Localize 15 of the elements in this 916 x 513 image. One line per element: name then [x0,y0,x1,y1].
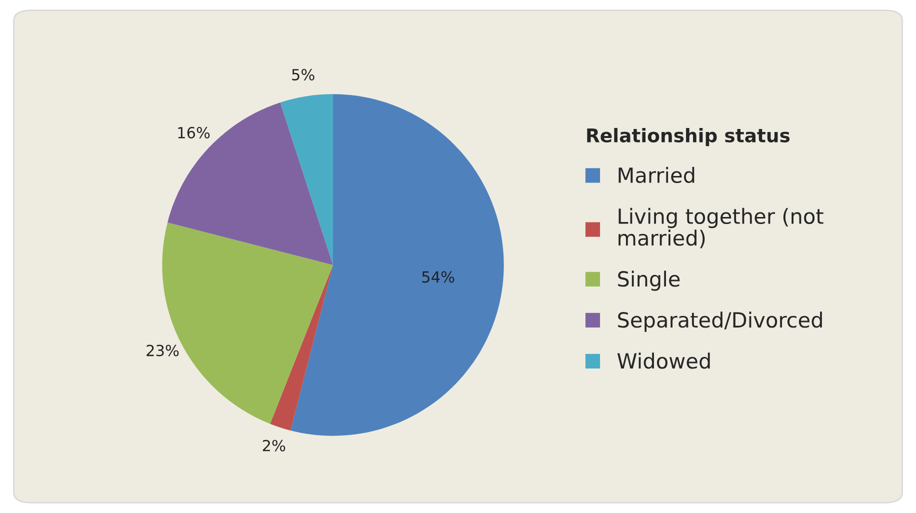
data-label: 5% [292,68,314,80]
legend-title: Relationship status [587,128,790,146]
pie-slice [290,94,504,436]
legend-label: Single [618,270,680,291]
legend-label: Widowed [617,352,710,369]
pie-slice [280,94,333,265]
legend-label: Living together (not married) [618,208,824,248]
data-label: 23% [146,344,179,356]
pie-slice [168,102,333,265]
data-label: 16% [178,126,210,138]
legend-label: Separated/Divorced [618,312,822,332]
legend-label: Married [618,166,694,184]
data-label: 2% [262,440,286,452]
data-label: 54% [422,271,454,283]
pie-slice [270,265,333,430]
